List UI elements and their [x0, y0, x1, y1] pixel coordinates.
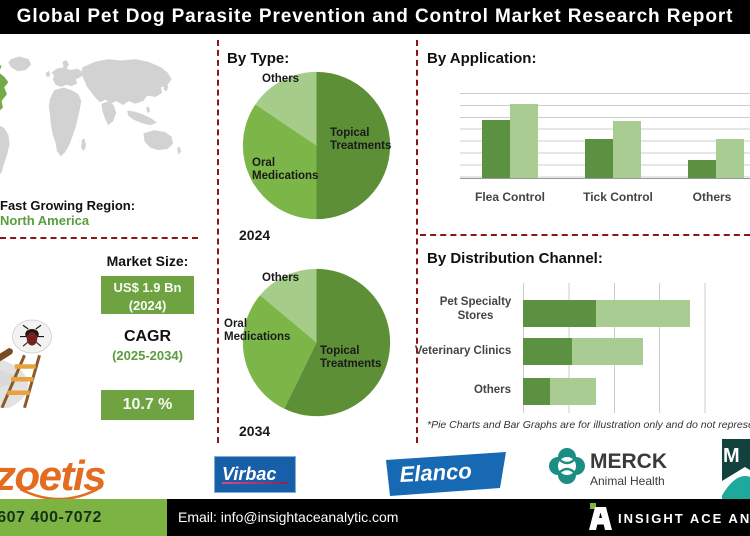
svg-text:Elanco: Elanco	[399, 458, 472, 487]
svg-text:M: M	[723, 445, 740, 467]
